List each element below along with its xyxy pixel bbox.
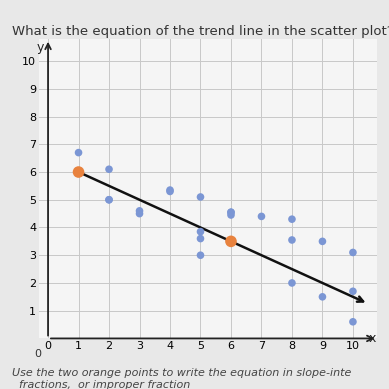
Point	[289, 237, 295, 243]
Point	[75, 149, 82, 156]
Text: Use the two orange points to write the equation in slope-inte: Use the two orange points to write the e…	[12, 368, 351, 378]
Point	[289, 216, 295, 222]
Text: y: y	[37, 41, 44, 54]
Point	[350, 319, 356, 325]
Point	[228, 209, 234, 216]
Point	[289, 280, 295, 286]
Point	[319, 238, 326, 244]
Point	[228, 212, 234, 218]
Point	[106, 197, 112, 203]
Point	[75, 169, 82, 175]
Text: What is the equation of the trend line in the scatter plot?: What is the equation of the trend line i…	[12, 25, 389, 38]
Point	[228, 209, 234, 216]
Point	[197, 229, 203, 235]
Point	[137, 208, 143, 214]
Text: x: x	[369, 332, 377, 345]
Point	[228, 238, 234, 244]
Point	[319, 294, 326, 300]
Text: fractions,  or improper fraction: fractions, or improper fraction	[12, 380, 190, 389]
Point	[258, 213, 265, 219]
Text: 0: 0	[34, 349, 41, 359]
Point	[167, 188, 173, 194]
Point	[106, 197, 112, 203]
Point	[197, 235, 203, 242]
Point	[106, 166, 112, 172]
Point	[350, 249, 356, 256]
Point	[137, 210, 143, 217]
Point	[197, 194, 203, 200]
Point	[167, 187, 173, 193]
Point	[197, 252, 203, 258]
Point	[350, 288, 356, 294]
